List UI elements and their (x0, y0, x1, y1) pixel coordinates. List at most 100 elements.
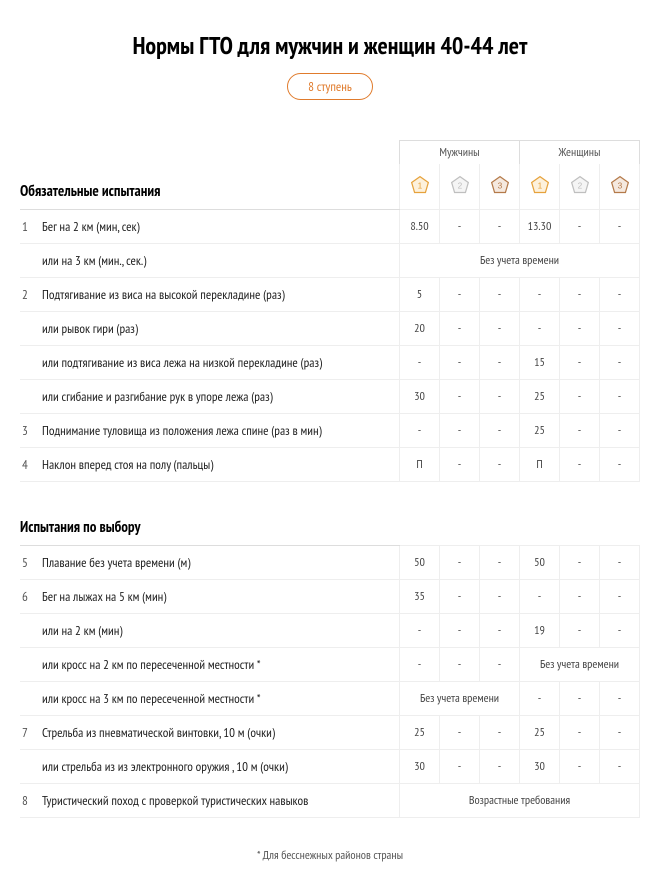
value-cell: - (560, 346, 600, 380)
value-cell: - (600, 346, 640, 380)
value-cell: П (520, 448, 560, 482)
value-cell: - (440, 613, 480, 647)
table-row: или стрельба из из электронного оружия ,… (20, 749, 640, 783)
table-row: 4Наклон вперед стоя на полу (пальцы)П--П… (20, 448, 640, 482)
value-cell: 30 (400, 380, 440, 414)
row-label: Поднимание туловища из положения лежа сп… (40, 414, 400, 448)
table-row: или рывок гири (раз)20----- (20, 312, 640, 346)
table-row: или кросс на 2 км по пересеченной местно… (20, 647, 640, 681)
table-row: 2Подтягивание из виса на высокой перекла… (20, 278, 640, 312)
value-cell: - (480, 278, 520, 312)
bronze-icon: 3 (480, 164, 520, 210)
value-cell: - (480, 613, 520, 647)
value-cell: 8.50 (400, 210, 440, 244)
value-cell: - (480, 414, 520, 448)
bronze-icon: 3 (600, 164, 640, 210)
value-cell: 15 (520, 346, 560, 380)
gold-icon: 1 (520, 164, 560, 210)
value-cell: - (440, 414, 480, 448)
row-number (20, 647, 40, 681)
value-cell: 5 (400, 278, 440, 312)
row-label: или кросс на 2 км по пересеченной местно… (40, 647, 400, 681)
value-cell: - (560, 749, 600, 783)
row-number: 7 (20, 715, 40, 749)
value-cell: - (440, 749, 480, 783)
value-cell: - (480, 749, 520, 783)
row-label: Плавание без учета времени (м) (40, 545, 400, 579)
value-cell: - (440, 312, 480, 346)
value-cell: - (560, 681, 600, 715)
value-cell: 25 (520, 380, 560, 414)
value-cell: - (600, 681, 640, 715)
value-cell: 25 (520, 414, 560, 448)
svg-text:3: 3 (617, 180, 622, 190)
value-cell: - (560, 380, 600, 414)
svg-text:3: 3 (497, 180, 502, 190)
value-cell: 35 (400, 579, 440, 613)
table-row: или на 3 км (мин., сек.)Без учета времен… (20, 244, 640, 278)
value-cell: - (560, 414, 600, 448)
row-number: 2 (20, 278, 40, 312)
value-cell: - (480, 346, 520, 380)
value-cell: - (600, 312, 640, 346)
svg-text:2: 2 (577, 180, 582, 190)
value-cell: - (560, 715, 600, 749)
value-cell: 19 (520, 613, 560, 647)
row-label: или кросс на 3 км по пересеченной местно… (40, 681, 400, 715)
svg-text:1: 1 (417, 180, 422, 190)
table-row: или на 2 км (мин)---19-- (20, 613, 640, 647)
value-cell: - (600, 579, 640, 613)
value-cell: - (600, 448, 640, 482)
row-label: Стрельба из пневматической винтовки, 10 … (40, 715, 400, 749)
svg-text:1: 1 (537, 180, 542, 190)
row-label: или на 2 км (мин) (40, 613, 400, 647)
row-number: 5 (20, 545, 40, 579)
value-cell: - (440, 579, 480, 613)
row-note-men: Без учета времени (400, 681, 520, 715)
value-cell: - (560, 312, 600, 346)
value-cell: П (400, 448, 440, 482)
value-cell: - (520, 681, 560, 715)
value-cell: - (560, 448, 600, 482)
footnote: * Для бесснежных районов страны (20, 848, 640, 863)
row-note: Без учета времени (400, 244, 640, 278)
row-label: Бег на 2 км (мин, сек) (40, 210, 400, 244)
row-number (20, 346, 40, 380)
table-row: 1Бег на 2 км (мин, сек)8.50--13.30-- (20, 210, 640, 244)
value-cell: - (560, 210, 600, 244)
value-cell: 25 (520, 715, 560, 749)
value-cell: - (560, 278, 600, 312)
value-cell: 13.30 (520, 210, 560, 244)
table-row: 6Бег на лыжах на 5 км (мин)35----- (20, 579, 640, 613)
section-mandatory: Обязательные испытания (20, 164, 400, 210)
row-label: Наклон вперед стоя на полу (пальцы) (40, 448, 400, 482)
value-cell: - (600, 613, 640, 647)
value-cell: - (600, 278, 640, 312)
value-cell: - (400, 613, 440, 647)
value-cell: - (560, 545, 600, 579)
level-badge: 8 ступень (287, 73, 373, 100)
value-cell: - (600, 414, 640, 448)
standards-table: Мужчины Женщины Обязательные испытания 1… (20, 140, 640, 818)
value-cell: 50 (520, 545, 560, 579)
page-title: Нормы ГТО для мужчин и женщин 40-44 лет (20, 30, 640, 61)
value-cell: - (440, 545, 480, 579)
value-cell: - (480, 579, 520, 613)
value-cell: - (400, 346, 440, 380)
value-cell: - (400, 647, 440, 681)
table-row: 5Плавание без учета времени (м)50--50-- (20, 545, 640, 579)
row-note-women: Без учета времени (520, 647, 640, 681)
value-cell: - (600, 210, 640, 244)
table-row: или подтягивание из виса лежа на низкой … (20, 346, 640, 380)
value-cell: - (480, 312, 520, 346)
table-row: или сгибание и разгибание рук в упоре ле… (20, 380, 640, 414)
row-number: 1 (20, 210, 40, 244)
value-cell: - (600, 749, 640, 783)
row-number: 3 (20, 414, 40, 448)
value-cell: - (440, 448, 480, 482)
value-cell: - (560, 579, 600, 613)
value-cell: - (480, 380, 520, 414)
value-cell: - (600, 380, 640, 414)
value-cell: - (440, 647, 480, 681)
header-women: Женщины (520, 141, 640, 165)
